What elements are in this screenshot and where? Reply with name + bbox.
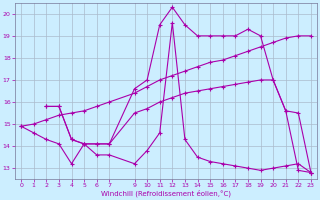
X-axis label: Windchill (Refroidissement éolien,°C): Windchill (Refroidissement éolien,°C): [101, 190, 231, 197]
